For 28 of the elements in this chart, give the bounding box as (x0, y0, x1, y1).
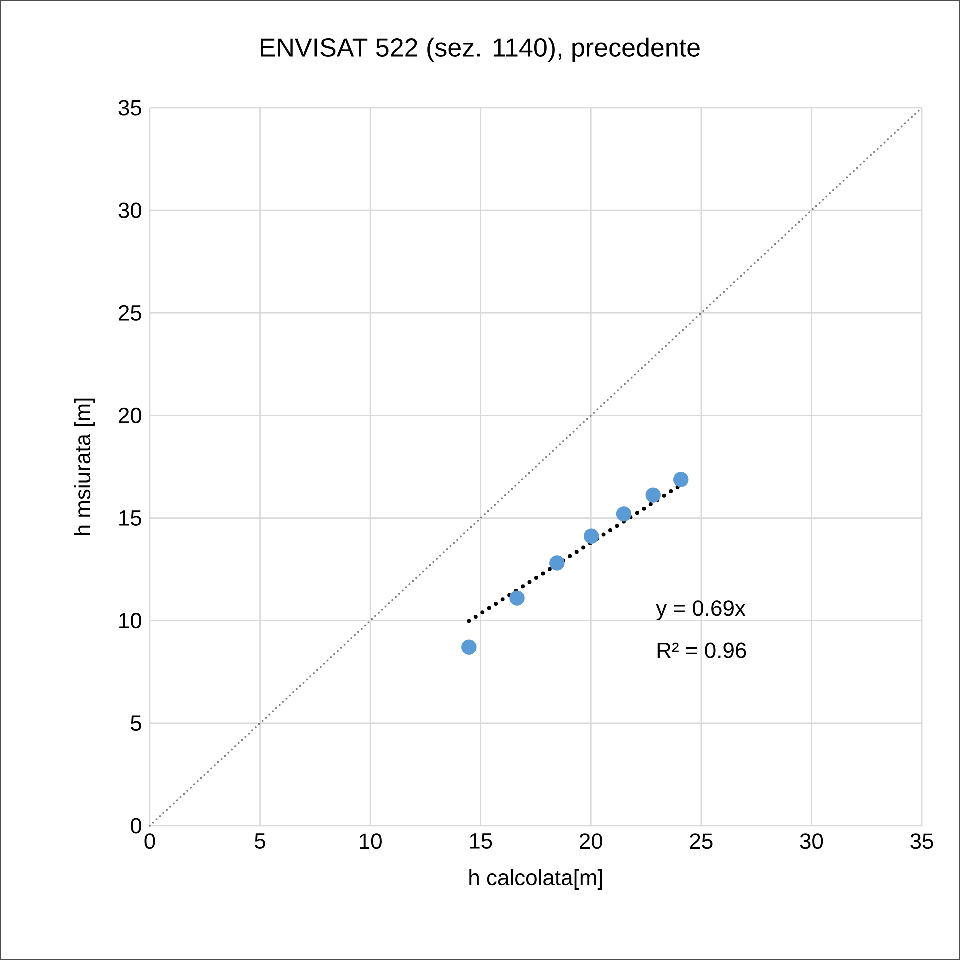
point (646, 488, 661, 503)
chart-title: ENVISAT 522 (sez. 1140), precedente (261, 38, 700, 62)
point (510, 590, 525, 606)
x-tick-label: 0 (144, 834, 156, 850)
point (462, 640, 477, 655)
point (584, 528, 600, 544)
point (550, 556, 565, 571)
y-tick-label: 5 (131, 716, 142, 732)
x-tick-label: 5 (255, 834, 266, 849)
annotation: y = 0.69x (656, 600, 746, 621)
x-tick-label: 15 (470, 834, 492, 849)
point (616, 506, 632, 522)
y-tick-label: 0 (131, 818, 142, 834)
x-axis-title: h calcolata[m] (470, 869, 602, 890)
x-tick-label: 30 (800, 834, 824, 850)
x-tick-label: 25 (690, 834, 713, 850)
x-tick-label: 10 (360, 834, 382, 850)
point (674, 472, 689, 488)
y-tick-label: 20 (119, 408, 142, 424)
y-tick-label: 15 (120, 510, 142, 526)
y-tick-label: 25 (119, 305, 142, 321)
annotation: R² = 0.96 (658, 642, 746, 658)
y-axis-title: h msiurata [m] (74, 398, 95, 536)
x-tick-label: 20 (580, 834, 603, 850)
y-tick-label: 10 (120, 613, 142, 629)
x-tick-label: 35 (910, 834, 934, 850)
y-tick-label: 35 (118, 100, 142, 116)
y-tick-label: 30 (118, 202, 142, 218)
